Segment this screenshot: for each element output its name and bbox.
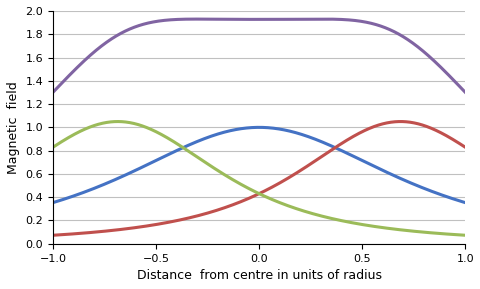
X-axis label: Distance  from centre in units of radius: Distance from centre in units of radius xyxy=(136,269,381,282)
Y-axis label: Magnetic  field: Magnetic field xyxy=(7,81,20,174)
